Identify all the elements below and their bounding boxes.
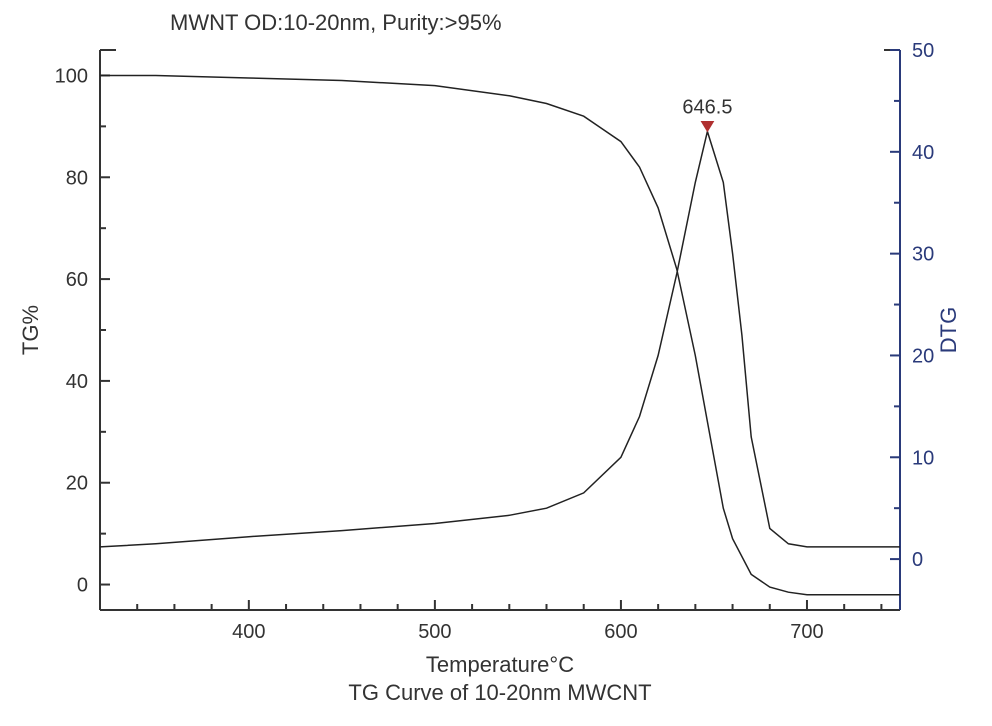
y-right-axis-title: DTG	[936, 307, 961, 353]
y-right-tick-label: 40	[912, 142, 934, 164]
peak-marker-icon	[701, 121, 713, 131]
chart-container: 400 500 600 700 0 20 40 60 80 100 0 10 20 30 40 50 646.5…	[0, 0, 992, 726]
x-tick-label: 500	[418, 621, 451, 643]
y-left-tick-label: 60	[66, 269, 88, 291]
y-right-tick-label: 10	[912, 447, 934, 469]
x-tick-label: 600	[604, 621, 637, 643]
chart-caption: TG Curve of 10-20nm MWCNT	[348, 680, 651, 705]
y-left-tick-label: 20	[66, 473, 88, 495]
y-left-axis-title: TG%	[18, 305, 43, 355]
x-tick-label: 700	[790, 621, 823, 643]
x-tick-label: 400	[232, 621, 265, 643]
dual-axis-chart: 400 500 600 700 0 20 40 60 80 100 0 10 20 30 40 50 646.5…	[0, 0, 992, 726]
chart-title: MWNT OD:10-20nm, Purity:>95%	[170, 10, 502, 35]
x-axis-title: Temperature°C	[426, 652, 574, 677]
y-right-tick-label: 50	[912, 40, 934, 62]
y-left-tick-label: 0	[77, 575, 88, 597]
y-left-tick-label: 40	[66, 371, 88, 393]
peak-label: 646.5	[682, 96, 732, 118]
y-left-tick-label: 80	[66, 167, 88, 189]
dtg-series-line	[100, 132, 900, 547]
y-right-tick-label: 0	[912, 549, 923, 571]
y-left-tick-label: 100	[55, 65, 88, 87]
y-right-tick-label: 20	[912, 345, 934, 367]
y-right-tick-label: 30	[912, 244, 934, 266]
